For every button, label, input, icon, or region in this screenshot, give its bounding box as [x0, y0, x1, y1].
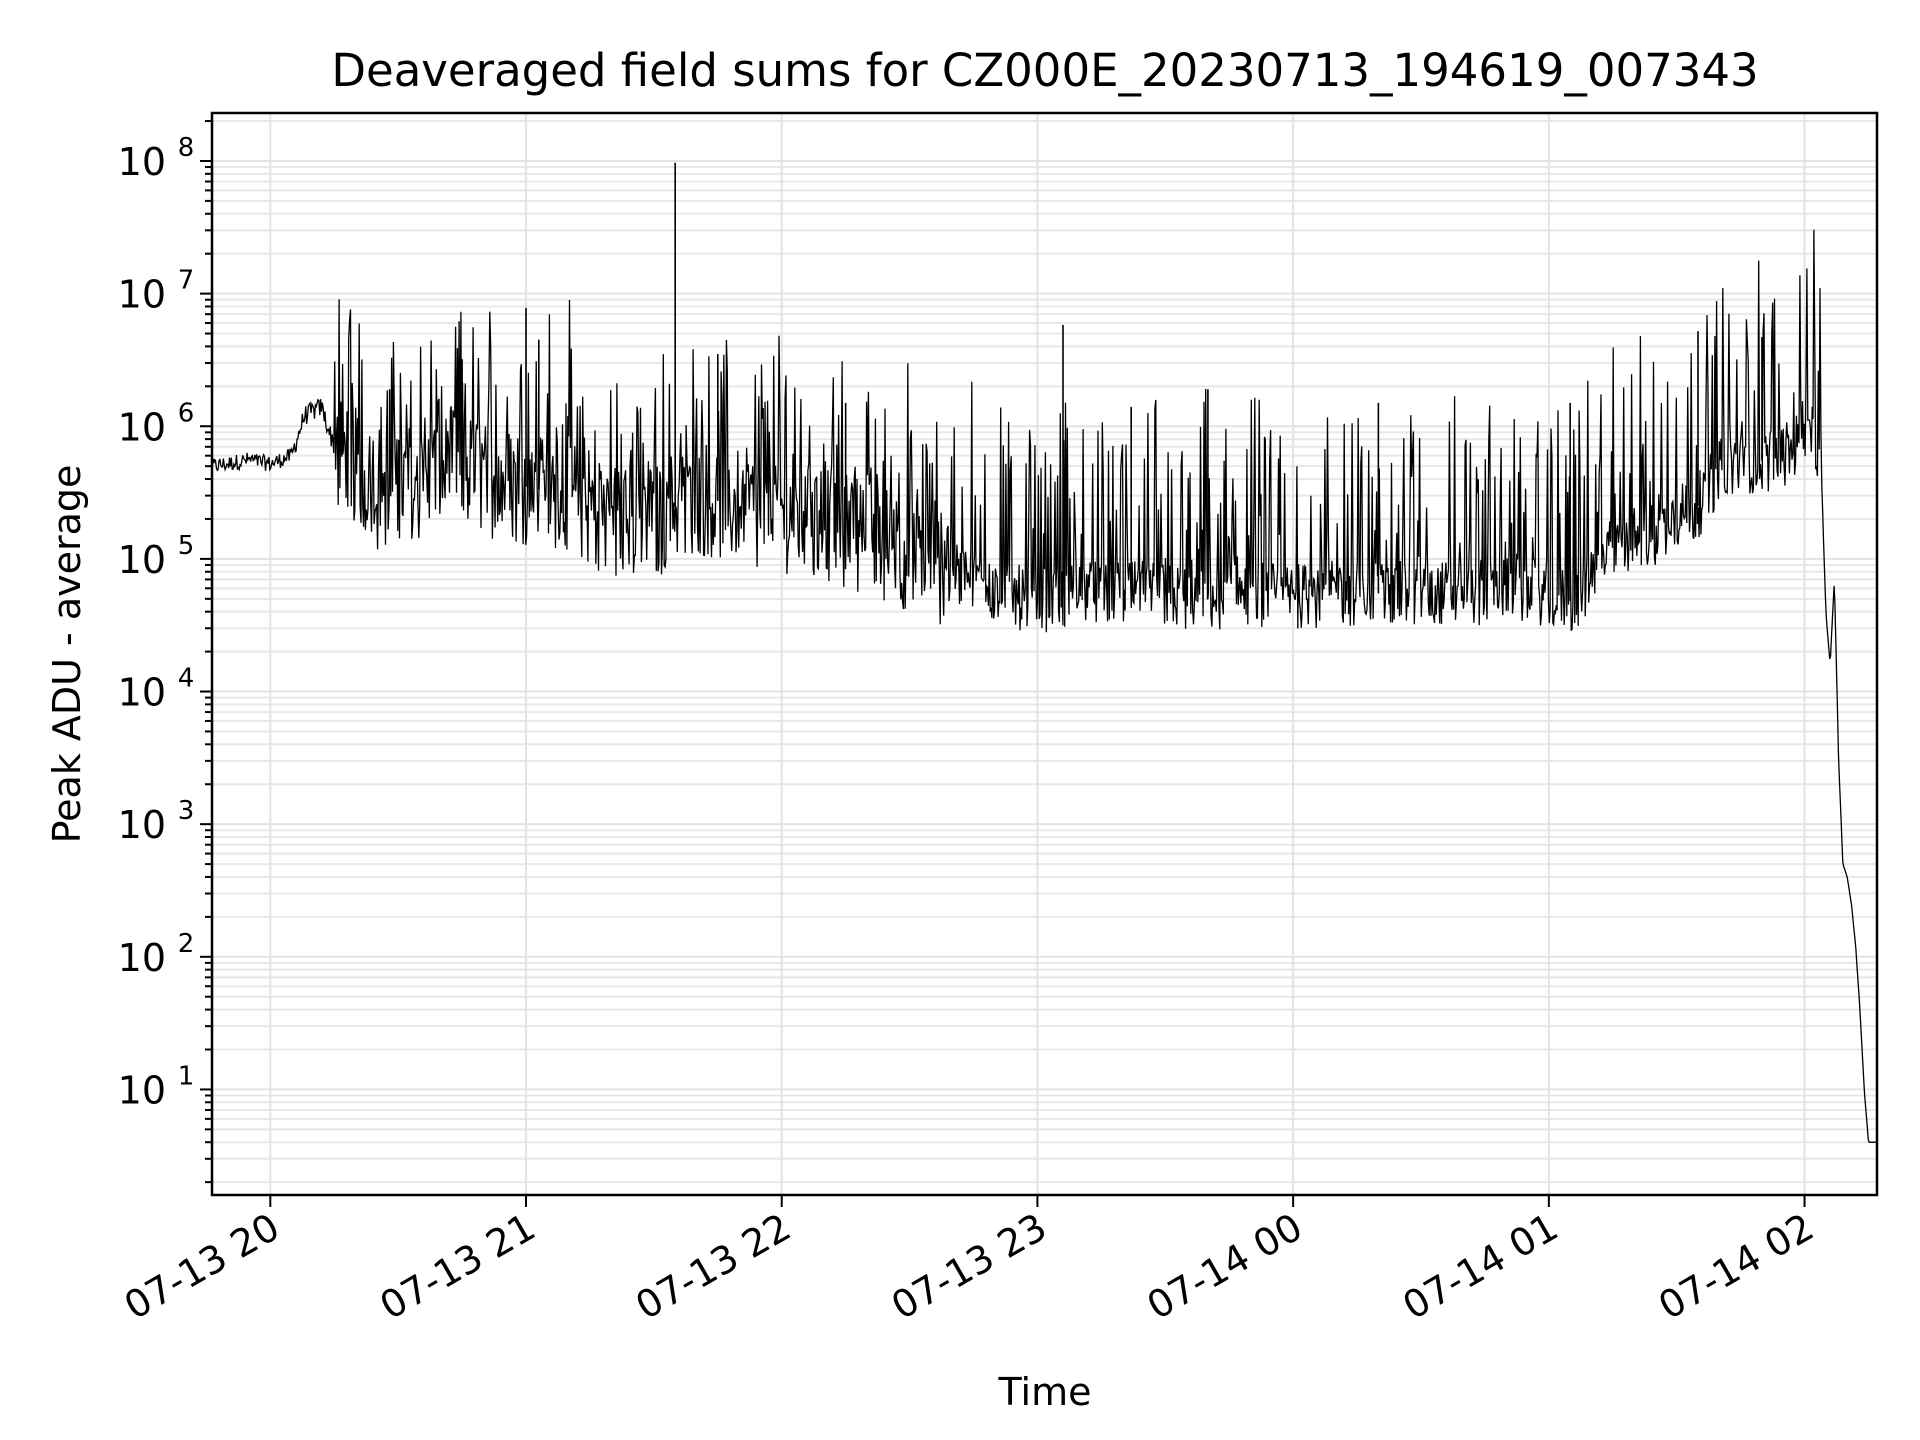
x-tick-label: 07-14 01	[1395, 1205, 1565, 1329]
y-tick-label: 10	[118, 405, 166, 449]
series-layer	[211, 162, 1877, 1143]
x-tick-label: 07-13 21	[373, 1205, 543, 1329]
y-tick-label: 10	[118, 671, 166, 715]
chart-title: Deaveraged field sums for CZ000E_2023071…	[331, 44, 1758, 97]
y-axis-label: Peak ADU - average	[45, 465, 89, 844]
x-tick-label: 07-13 23	[884, 1205, 1054, 1329]
x-tick-label: 07-14 00	[1140, 1205, 1310, 1329]
y-tick-exponent: 8	[178, 133, 195, 163]
y-tick-label: 10	[118, 1068, 166, 1112]
y-tick-exponent: 3	[178, 796, 195, 826]
y-tick-exponent: 7	[178, 266, 195, 296]
y-tick-exponent: 6	[178, 398, 195, 428]
y-tick-exponent: 1	[178, 1061, 195, 1091]
y-tick-exponent: 4	[178, 664, 195, 694]
y-tick-exponent: 2	[178, 929, 195, 959]
x-axis-label: Time	[998, 1370, 1092, 1414]
x-tick-label: 07-14 02	[1651, 1205, 1821, 1329]
y-tick-label: 10	[118, 538, 166, 582]
x-tick-label: 07-13 22	[628, 1205, 798, 1329]
x-tick-label: 07-13 20	[117, 1205, 287, 1329]
y-tick-label: 10	[118, 140, 166, 184]
y-tick-label: 10	[118, 273, 166, 317]
grid-lines	[212, 113, 1877, 1195]
axis-ticks: 10 1 10 2 10 3 10 4 10 5 10 6 10 7 10 8 07-13 20 07-13 21…	[117, 120, 1821, 1329]
y-tick-label: 10	[118, 803, 166, 847]
y-tick-label: 10	[118, 936, 166, 980]
series-line	[211, 229, 1877, 1143]
y-tick-exponent: 5	[178, 531, 195, 561]
plot-frame	[210, 111, 1879, 1197]
